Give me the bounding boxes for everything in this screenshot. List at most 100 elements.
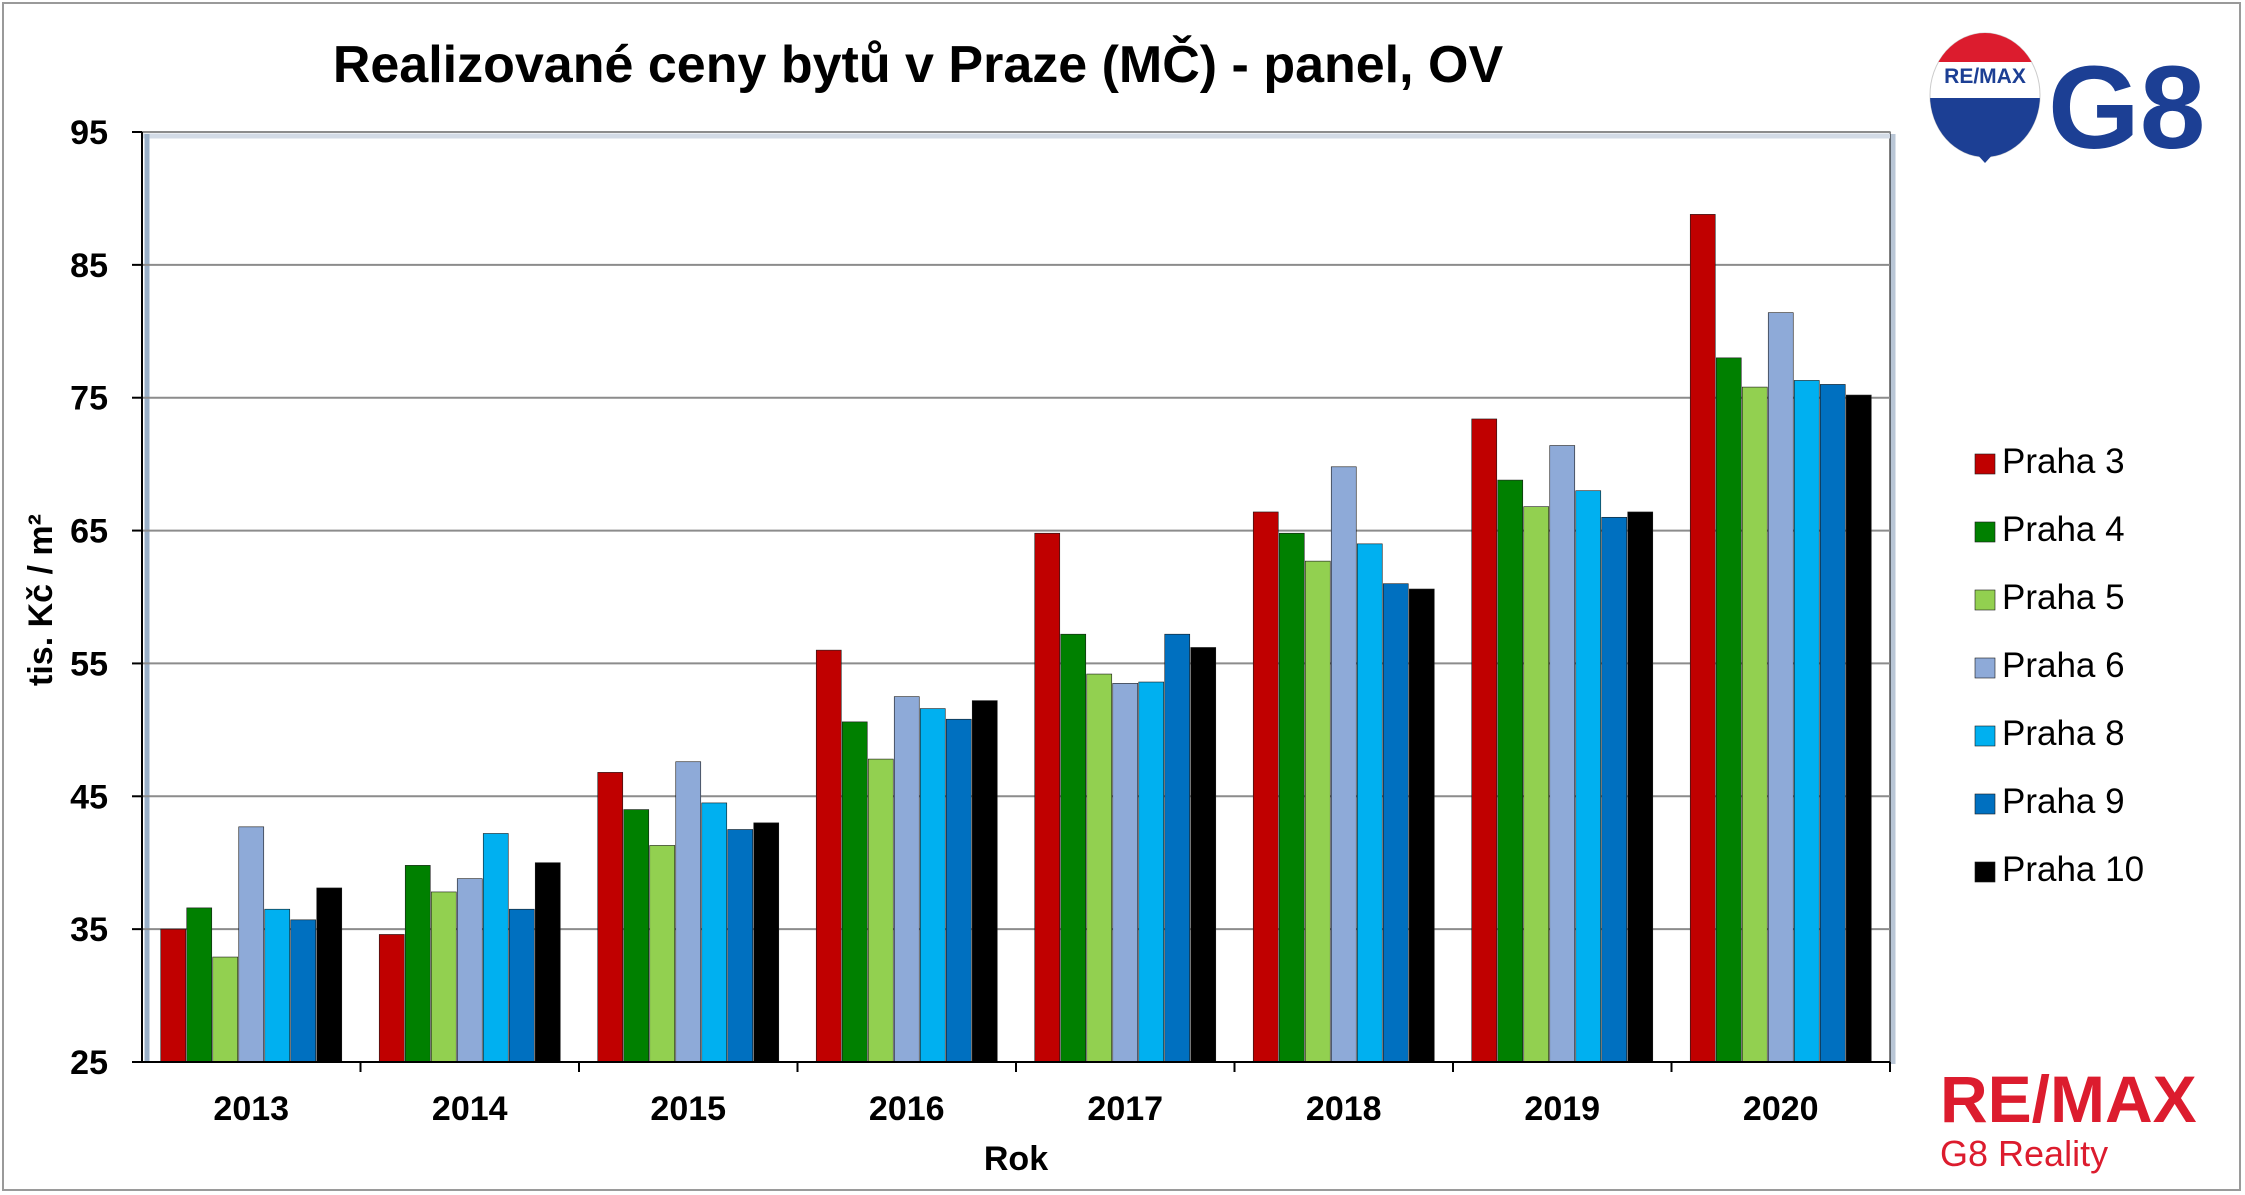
bar-praha-5-2014 [430,891,457,1063]
bar-praha-3-2013 [160,928,187,1063]
bar-praha-3-2014 [378,934,405,1063]
bar-praha-6-2020 [1767,312,1794,1063]
y-tick-label: 35 [70,911,108,949]
y-tick-label: 95 [70,114,108,152]
bar-praha-10-2018 [1408,588,1435,1063]
bar-praha-10-2016 [971,700,998,1063]
bar-praha-9-2017 [1164,633,1191,1063]
bar-praha-10-2020 [1845,394,1872,1063]
y-tick-labels: 25 35 45 55 65 75 85 95 [70,114,108,1082]
bar-praha-10-2014 [534,862,561,1063]
x-tick-label: 2020 [1743,1090,1819,1128]
bar-praha-4-2018 [1278,532,1305,1063]
bar-praha-8-2020 [1793,380,1820,1063]
x-axis-title: Rok [984,1140,1048,1178]
bar-praha-9-2018 [1382,583,1409,1063]
legend-label: Praha 6 [2002,646,2125,685]
y-tick-label: 45 [70,778,108,816]
y-tick-label: 55 [70,645,108,683]
bar-praha-10-2015 [753,822,780,1063]
bar-praha-4-2017 [1060,633,1087,1063]
bar-praha-4-2015 [623,809,650,1063]
legend-label: Praha 8 [2002,714,2125,753]
legend-label: Praha 10 [2002,850,2144,889]
bars [160,214,1872,1063]
legend-swatch [1974,521,1996,543]
x-tick-label: 2019 [1524,1090,1600,1128]
bar-praha-3-2019 [1471,418,1498,1063]
bar-praha-6-2018 [1330,466,1357,1063]
legend-label: Praha 5 [2002,578,2125,617]
bar-praha-4-2020 [1715,357,1742,1063]
bar-praha-5-2020 [1741,386,1768,1063]
legend-swatch [1974,589,1996,611]
legend-label: Praha 4 [2002,510,2125,549]
bar-praha-9-2013 [290,919,317,1063]
y-tick-label: 85 [70,247,108,285]
chart-title: Realizované ceny bytů v Praze (MČ) - pan… [333,35,1504,94]
bar-praha-10-2013 [316,887,343,1063]
x-tick-label: 2016 [869,1090,945,1128]
legend-swatch [1974,657,1996,679]
y-tick-label: 65 [70,513,108,551]
bar-praha-5-2018 [1304,560,1331,1063]
y-tick-label: 25 [70,1044,108,1082]
bar-praha-10-2017 [1190,647,1217,1063]
legend-label: Praha 9 [2002,782,2125,821]
bar-praha-8-2019 [1575,490,1602,1063]
bar-praha-6-2013 [238,826,265,1063]
x-tick-labels: 2013 2014 2015 2016 2017 2018 2019 2020 [213,1062,1891,1128]
remax-balloon-logo: RE/MAX [1929,32,2041,163]
bar-praha-8-2018 [1356,543,1383,1063]
bar-praha-4-2013 [186,907,213,1063]
y-tick-label: 75 [70,380,108,418]
bar-praha-3-2018 [1252,511,1279,1063]
g8-logo-text: G8 [2048,42,2205,174]
bar-praha-5-2015 [649,845,676,1063]
remax-logo-subtitle: G8 Reality [1940,1133,2108,1174]
bar-praha-9-2015 [727,829,754,1063]
bar-praha-3-2020 [1689,214,1716,1063]
bar-praha-9-2019 [1601,516,1628,1063]
legend-swatch [1974,725,1996,747]
bar-praha-3-2015 [597,772,624,1063]
bar-praha-9-2020 [1819,384,1846,1063]
legend: Praha 3 Praha 4 Praha 5 Praha 6 Praha 8 Praha… [1974,442,2144,889]
bar-praha-8-2014 [482,833,509,1063]
bar-praha-6-2014 [456,878,483,1063]
legend-swatch [1974,793,1996,815]
bar-praha-5-2017 [1086,673,1113,1063]
legend-label: Praha 3 [2002,442,2125,481]
bar-praha-9-2014 [508,908,535,1063]
bar-praha-8-2015 [701,802,728,1063]
bar-praha-8-2016 [919,708,946,1063]
bar-praha-6-2019 [1549,445,1576,1063]
bar-praha-6-2017 [1112,683,1139,1063]
remax-logo-text: RE/MAX [1940,1062,2197,1136]
legend-swatch [1974,861,1996,883]
bar-praha-6-2015 [675,761,702,1063]
bar-praha-3-2016 [815,649,842,1063]
bar-praha-8-2013 [264,908,291,1063]
bar-praha-5-2019 [1523,506,1550,1063]
bar-praha-4-2019 [1497,479,1524,1063]
x-tick-label: 2018 [1306,1090,1382,1128]
x-tick-label: 2013 [213,1090,289,1128]
x-tick-label: 2017 [1087,1090,1163,1128]
balloon-text: RE/MAX [1944,65,2026,88]
x-tick-label: 2014 [432,1090,508,1128]
x-tick-label: 2015 [650,1090,726,1128]
legend-swatch [1974,453,1996,475]
bar-praha-6-2016 [893,696,920,1063]
bar-praha-4-2014 [404,865,431,1063]
bar-praha-5-2013 [212,956,239,1063]
bar-praha-8-2017 [1138,681,1165,1063]
bar-praha-10-2019 [1627,511,1654,1063]
bar-praha-3-2017 [1034,532,1061,1063]
bar-praha-5-2016 [867,758,894,1063]
y-axis-title: tis. Kč / m² [22,514,60,686]
bar-praha-4-2016 [841,721,868,1063]
bar-praha-9-2016 [945,718,972,1063]
